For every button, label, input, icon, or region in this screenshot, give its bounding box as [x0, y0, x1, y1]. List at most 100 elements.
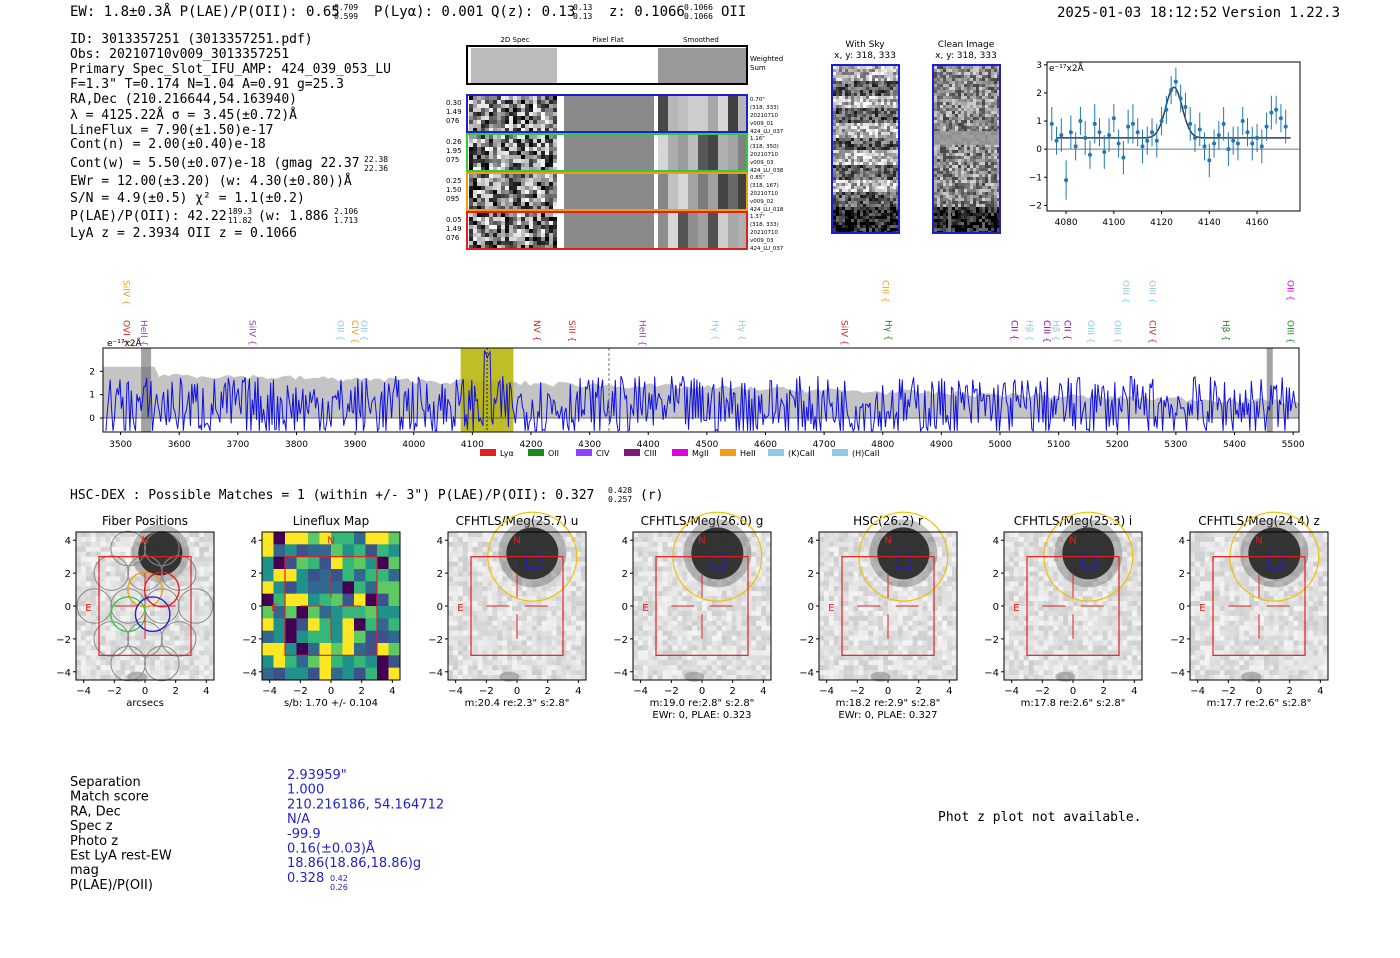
sky-pixel: [839, 189, 842, 192]
sky-pixel: [842, 72, 845, 75]
x-tick-label: −2: [107, 686, 122, 697]
sky-pixel: [964, 168, 967, 171]
spec-2d-pixel: [509, 233, 513, 237]
emission-line-label: OIII {: [1120, 280, 1130, 304]
sky-pixel: [884, 168, 887, 171]
sky-pixel: [964, 219, 967, 222]
sky-pixel: [872, 84, 875, 87]
sky-pixel: [881, 114, 884, 117]
sky-pixel: [842, 93, 845, 96]
image-pixel: [125, 547, 130, 552]
spec-2d-pixel: [505, 135, 509, 139]
spec-2d-pixel: [521, 147, 525, 151]
sky-pixel: [955, 174, 958, 177]
row-metric: 095: [446, 195, 459, 203]
sky-pixel: [964, 171, 967, 174]
sky-pixel: [949, 183, 952, 186]
image-pixel: [576, 532, 581, 537]
spec-2d-pixel: [541, 225, 545, 229]
image-pixel: [155, 660, 160, 665]
sky-pixel: [842, 159, 845, 162]
image-pixel: [91, 660, 96, 665]
spec-2d-pixel: [485, 155, 489, 159]
sky-pixel: [878, 150, 881, 153]
sky-pixel: [845, 135, 848, 138]
spec-2d-pixel: [489, 104, 493, 108]
lineflux-pixel: [354, 594, 366, 607]
sky-pixel: [866, 183, 869, 186]
sky-pixel: [946, 99, 949, 102]
spec-2d-pixel: [493, 241, 497, 245]
sky-pixel: [860, 117, 863, 120]
spec-2d-pixel: [509, 182, 513, 186]
lineflux-pixel: [389, 643, 401, 656]
sky-pixel: [884, 228, 887, 231]
image-pixel: [81, 567, 86, 572]
spec-2d-pixel: [485, 182, 489, 186]
sky-pixel: [875, 201, 878, 204]
sky-pixel: [973, 156, 976, 159]
row-annotation: 20210710: [750, 191, 778, 197]
sky-pixel: [875, 108, 878, 111]
image-pixel: [448, 581, 453, 586]
sky-pixel: [836, 87, 839, 90]
image-pixel: [458, 557, 463, 562]
image-pixel: [492, 562, 497, 567]
sky-pixel: [887, 156, 890, 159]
emission-line-label: HeII {: [138, 320, 148, 346]
sky-pixel: [955, 186, 958, 189]
sky-pixel: [952, 147, 955, 150]
info-primary: Primary Spec_Slot_IFU_AMP: 424_039_053_L…: [70, 62, 391, 77]
spec-2d-pixel: [529, 174, 533, 178]
spec-2d-pixel: [541, 182, 545, 186]
spec-2d-pixel: [501, 96, 505, 100]
image-pixel: [96, 670, 101, 675]
lineflux-pixel: [320, 631, 332, 644]
lineflux-pixel: [331, 655, 343, 668]
image-pixel: [184, 571, 189, 576]
spec-2d-pixel: [489, 135, 493, 139]
sky-pixel: [857, 141, 860, 144]
spec-2d-pixel: [501, 217, 505, 221]
sky-pixel: [970, 198, 973, 201]
spec-2d-pixel: [537, 163, 541, 167]
sky-pixel: [848, 150, 851, 153]
sky-pixel: [848, 183, 851, 186]
data-point: [1117, 142, 1121, 146]
sky-pixel: [985, 201, 988, 204]
info-plae-hi: 189.3: [228, 207, 252, 216]
sky-pixel: [988, 84, 991, 87]
sky-pixel: [869, 216, 872, 219]
sky-pixel: [887, 75, 890, 78]
spec-2d-pixel: [513, 213, 517, 217]
sky-pixel: [872, 147, 875, 150]
sky-pixel: [854, 198, 857, 201]
image-pixel: [76, 552, 81, 557]
sky-pixel: [937, 75, 940, 78]
image-pixel: [204, 542, 209, 547]
image-pixel: [115, 537, 120, 542]
spec-2d-pixel: [509, 229, 513, 233]
sky-pixel: [937, 126, 940, 129]
sky-pixel: [845, 213, 848, 216]
spec-2d-pixel: [469, 186, 473, 190]
data-point: [1193, 136, 1197, 140]
sky-pixel: [866, 66, 869, 69]
sky-pixel: [842, 111, 845, 114]
sky-pixel: [833, 114, 836, 117]
image-pixel: [115, 611, 120, 616]
image-pixel: [458, 576, 463, 581]
spec-2d-pixel: [545, 182, 549, 186]
sky-pixel: [854, 150, 857, 153]
image-pixel: [101, 641, 106, 646]
sky-pixel: [860, 105, 863, 108]
sky-pixel: [970, 96, 973, 99]
sky-pixel: [982, 102, 985, 105]
row-annotation: 20210710: [750, 152, 778, 158]
image-pixel: [194, 660, 199, 665]
sky-pixel: [961, 93, 964, 96]
legend-swatch: [576, 449, 592, 456]
image-pixel: [189, 670, 194, 675]
